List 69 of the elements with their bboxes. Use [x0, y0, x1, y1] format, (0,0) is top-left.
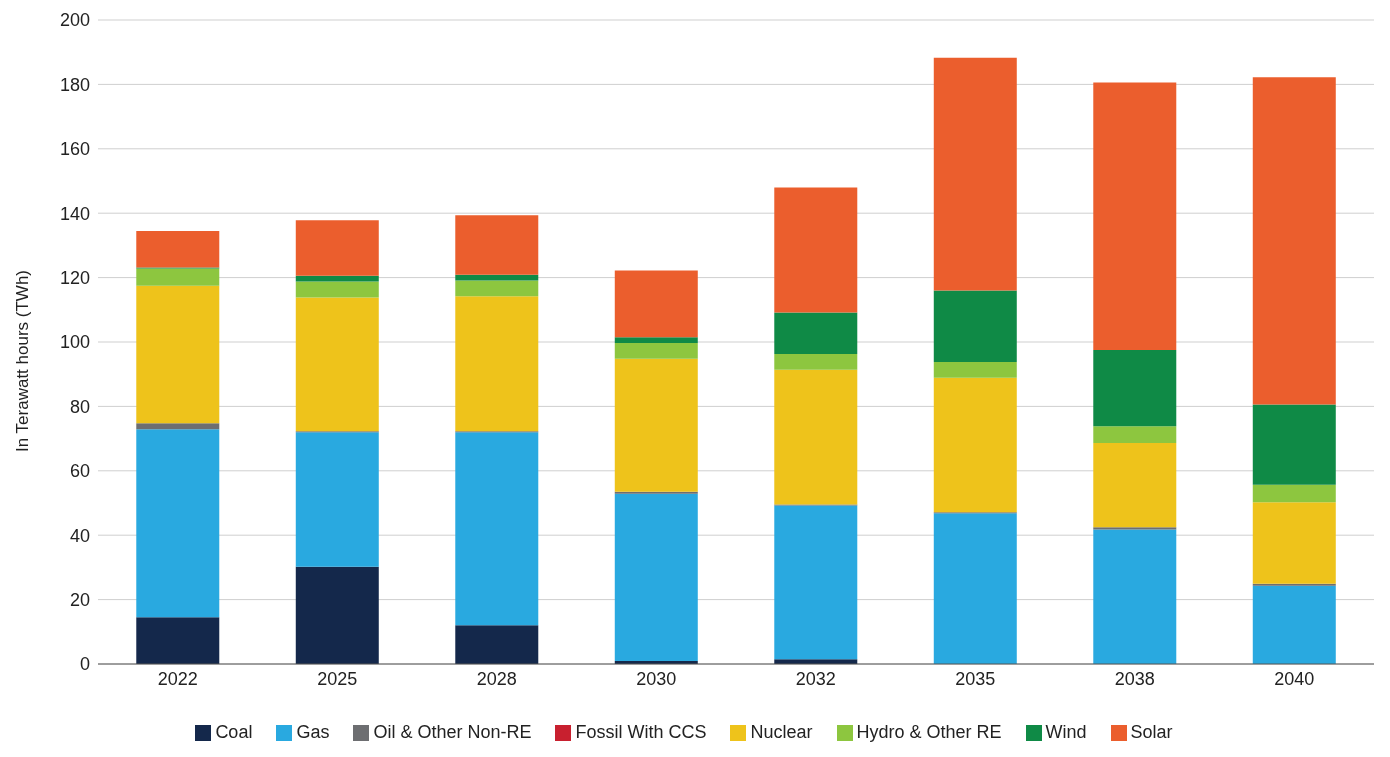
legend-label: Fossil With CCS: [575, 722, 707, 742]
bar: [774, 369, 858, 505]
bar: [455, 296, 539, 432]
bar: [136, 429, 220, 618]
bar: [933, 361, 1017, 378]
bar: [295, 297, 379, 432]
legend-label: Nuclear: [750, 722, 813, 742]
y-tick-label: 180: [59, 74, 90, 95]
bar: [136, 268, 220, 286]
x-tick-label: 2035: [955, 668, 996, 689]
y-tick-label: 20: [69, 589, 90, 610]
legend-label: Solar: [1130, 722, 1173, 742]
bar: [933, 513, 1017, 664]
bar: [614, 270, 698, 338]
bar: [1093, 529, 1177, 664]
x-tick-label: 2025: [317, 668, 358, 689]
bar: [614, 342, 698, 359]
legend-label: Wind: [1045, 722, 1087, 742]
y-tick-label: 0: [79, 654, 90, 675]
bar: [295, 566, 379, 664]
bar: [136, 285, 220, 424]
bar: [774, 505, 858, 660]
bar: [455, 215, 539, 275]
bar: [1252, 502, 1336, 584]
bar: [136, 423, 220, 430]
y-tick-label: 160: [59, 139, 90, 160]
bar: [1093, 443, 1177, 528]
bar: [295, 281, 379, 298]
x-tick-label: 2030: [636, 668, 677, 689]
bar: [614, 358, 698, 492]
x-tick-label: 2040: [1274, 668, 1315, 689]
bar: [455, 432, 539, 626]
x-tick-label: 2032: [795, 668, 836, 689]
bar: [1252, 77, 1336, 405]
y-tick-label: 140: [59, 203, 90, 224]
bar: [295, 220, 379, 276]
bar: [455, 280, 539, 297]
bar: [136, 617, 220, 664]
bar: [1252, 404, 1336, 485]
bar: [614, 493, 698, 662]
bar: [774, 353, 858, 370]
bar: [933, 377, 1017, 513]
bar: [933, 290, 1017, 362]
legend-label: Hydro & Other RE: [856, 722, 1002, 742]
bar: [136, 230, 220, 268]
bar: [933, 57, 1017, 291]
y-tick-label: 120: [59, 267, 90, 288]
x-tick-label: 2028: [476, 668, 517, 689]
y-tick-label: 200: [59, 10, 90, 31]
bar: [295, 432, 379, 567]
y-tick-label: 40: [69, 525, 90, 546]
bar: [1093, 426, 1177, 444]
bar: [455, 625, 539, 664]
bar: [1252, 585, 1336, 664]
bar: [614, 337, 698, 343]
y-tick-label: 100: [59, 332, 90, 353]
bar: [774, 187, 858, 313]
y-tick-label: 80: [69, 396, 90, 417]
legend-label: Oil & Other Non-RE: [373, 722, 532, 742]
bar: [1252, 484, 1336, 503]
legend-label: Coal: [215, 722, 253, 742]
legend-label: Gas: [296, 722, 330, 742]
bar: [774, 312, 858, 354]
y-tick-label: 60: [69, 461, 90, 482]
bar: [1093, 350, 1177, 427]
y-axis-title: In Terawatt hours (TWh): [13, 269, 33, 452]
bar: [1093, 82, 1177, 351]
x-tick-label: 2022: [157, 668, 198, 689]
x-tick-label: 2038: [1114, 668, 1155, 689]
